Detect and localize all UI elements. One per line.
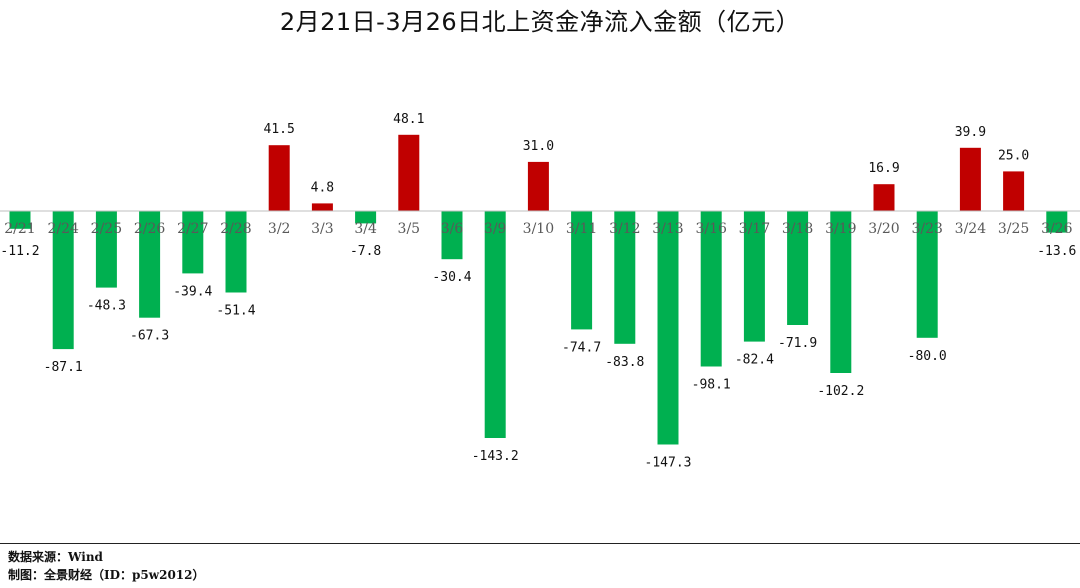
bar-2-21 [9, 211, 31, 229]
x-tick-label: 3/5 [398, 221, 421, 237]
bar-3-19 [830, 211, 852, 373]
x-tick-label: 2/21 [4, 221, 35, 237]
bar-3-5 [398, 134, 420, 211]
x-tick-label: 3/13 [652, 221, 683, 237]
bar-3-23 [916, 211, 938, 338]
x-tick-label: 3/9 [484, 221, 507, 237]
source-note: 数据来源：Wind [8, 550, 103, 564]
data-label: -87.1 [44, 360, 83, 375]
x-tick-label: 3/20 [868, 221, 899, 237]
bar-3-6 [441, 211, 463, 260]
x-tick-label: 3/24 [955, 221, 987, 237]
x-tick-label: 3/23 [911, 221, 942, 237]
data-label: -80.0 [908, 349, 947, 364]
x-tick-label: 3/26 [1041, 221, 1073, 237]
bar-3-13 [657, 211, 679, 445]
x-tick-label: 3/2 [268, 221, 291, 237]
x-tick-label: 3/4 [354, 221, 377, 237]
x-tick-label: 3/12 [609, 221, 640, 237]
data-label: 41.5 [264, 122, 295, 137]
bar-3-24 [959, 147, 981, 211]
bar-2-26 [139, 211, 161, 318]
x-tick-label: 2/28 [220, 221, 251, 237]
data-label: 4.8 [311, 180, 334, 195]
x-tick-label: 3/3 [311, 221, 334, 237]
data-label: -13.6 [1037, 244, 1076, 259]
x-tick-label: 3/18 [782, 221, 813, 237]
data-label: -147.3 [645, 455, 692, 470]
data-label: -7.8 [350, 244, 381, 259]
data-label: -30.4 [432, 270, 471, 285]
data-label: -48.3 [87, 299, 126, 314]
bar-3-11 [571, 211, 593, 330]
x-tick-label: 2/26 [134, 221, 166, 237]
data-label: -74.7 [562, 340, 601, 355]
data-label: -102.2 [817, 384, 864, 399]
bar-3-4 [355, 211, 377, 224]
data-label: -83.8 [605, 355, 644, 370]
data-label: 31.0 [523, 139, 554, 154]
x-tick-label: 3/6 [441, 221, 464, 237]
bar-3-9 [484, 211, 506, 438]
bar-3-18 [787, 211, 809, 325]
chart-title: 2月21日-3月26日北上资金净流入金额（亿元） [279, 8, 801, 36]
bar-chart: 2/21 -11.2 2/24 -87.1 2/25 -48.3 2/26 -67.3 2/27… [0, 112, 1080, 470]
data-label: -82.4 [735, 353, 774, 368]
x-tick-label: 2/27 [177, 221, 208, 237]
data-label: 25.0 [998, 148, 1029, 163]
x-tick-label: 3/17 [739, 221, 770, 237]
bar-3-26 [1046, 211, 1068, 233]
credit-note: 制图：全景财经（ID：p5w2012） [8, 568, 205, 582]
bar-3-10 [527, 161, 549, 211]
x-tick-label: 3/16 [695, 221, 727, 237]
x-tick-label: 2/25 [91, 221, 122, 237]
bar-2-25 [95, 211, 117, 288]
bar-2-28 [225, 211, 247, 293]
bar-3-25 [1003, 171, 1025, 211]
bar-3-12 [614, 211, 636, 344]
bar-3-3 [311, 203, 333, 211]
data-label: 48.1 [393, 112, 424, 127]
data-label: 39.9 [955, 125, 986, 140]
x-tick-label: 2/24 [47, 221, 79, 237]
x-tick-label: 3/10 [523, 221, 554, 237]
bar-3-20 [873, 184, 895, 211]
bar-3-17 [743, 211, 765, 342]
data-label: -39.4 [173, 284, 212, 299]
x-tick-label: 3/11 [566, 221, 597, 237]
x-tick-label: 3/19 [825, 221, 856, 237]
data-label: -143.2 [472, 449, 519, 464]
footer-divider [0, 543, 1080, 544]
bar-3-16 [700, 211, 722, 367]
data-label: -67.3 [130, 329, 169, 344]
bar-3-2 [268, 145, 290, 211]
data-label: -11.2 [0, 244, 39, 259]
data-label: -71.9 [778, 336, 817, 351]
bar-2-24 [52, 211, 74, 350]
data-label: -98.1 [692, 377, 731, 392]
x-tick-label: 3/25 [998, 221, 1029, 237]
data-label: 16.9 [868, 161, 899, 176]
bar-2-27 [182, 211, 204, 274]
data-label: -51.4 [216, 303, 255, 318]
